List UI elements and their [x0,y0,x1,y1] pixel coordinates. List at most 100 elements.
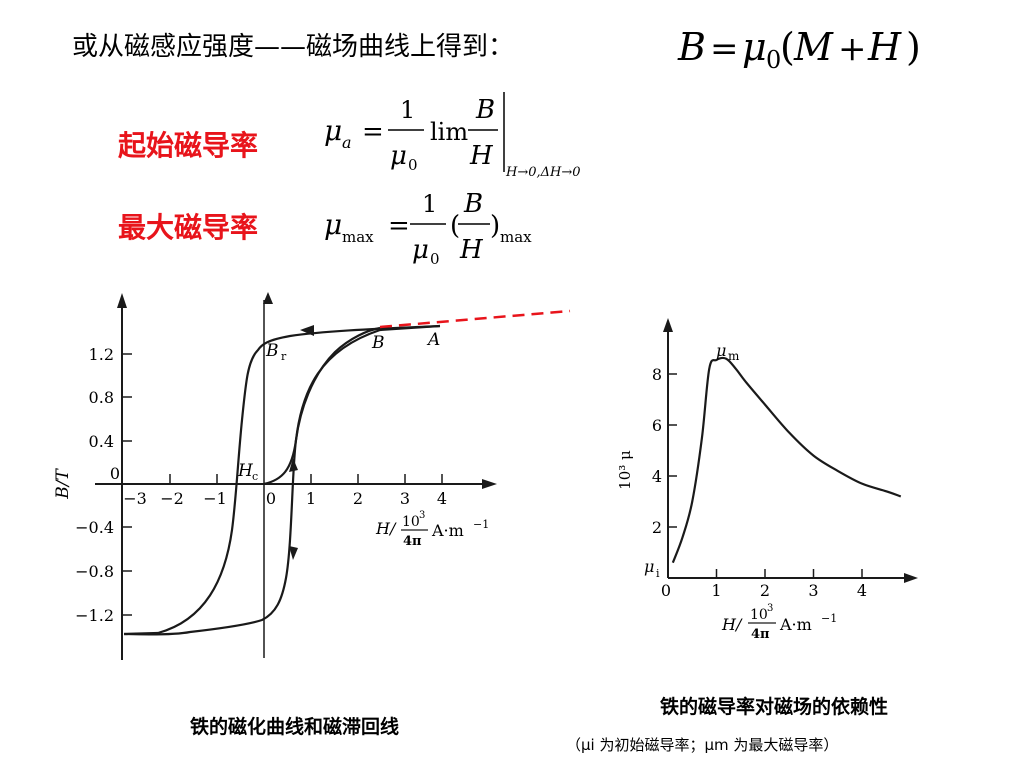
center-arrow [263,292,273,304]
perm-y-tick-label: 2 [652,518,662,537]
def1-lim: lim [430,118,468,146]
x-tick-label: 1 [306,489,316,508]
perm-y-label: 10³ μ [616,450,634,490]
def2-paren-close: ) [490,211,500,241]
x-tick-label: −3 [123,489,147,508]
def2-paren-sub: max [500,228,532,246]
permeability-caption: 铁的磁导率对磁场的依赖性 [660,696,889,718]
def2-num: 1 [422,190,437,218]
formula-paren-open: ( [780,25,795,69]
x-label-unit: A·m [431,521,464,540]
extrapolation-line [379,309,571,329]
descending-branch [123,324,441,636]
def2-den-mu: μ [412,235,429,265]
mu-i-label: μ [644,557,654,576]
ascending-branch [123,324,441,636]
def2-frac-den: H [459,235,484,265]
def1-equals: = [362,117,384,147]
perm-x-tick-label: 2 [760,581,770,600]
x-tick-label: 2 [353,489,363,508]
x-tick-label: 4 [437,489,447,508]
curve-arrow [289,546,298,560]
perm-x-tick-label: 3 [808,581,818,600]
formula-plus: + [838,29,867,69]
mu-m-sub: m [728,349,740,363]
formula-paren-close: ) [906,25,921,69]
def2-den-sub: 0 [430,250,440,266]
def1-den-mu: μ [390,141,407,171]
perm-x-tick-label: 1 [711,581,721,600]
perm-x-arrow [904,573,918,583]
y-axis-arrow [117,293,127,308]
label-hc-sub: c [252,470,258,483]
def2-mu: μ [324,208,342,241]
permeability-curve [671,356,902,564]
permeability-chart: 2 4 6 8 0 1 2 3 4 10³ μ μ m μ i H/ 10 3 4π A·m −… [616,318,918,640]
mu-m-label: μ [716,341,726,360]
initial-permeability-formula: μ a = 1 μ 0 lim B H H→0,ΔH→0 [324,92,581,180]
y-axis-label: B/T [53,468,73,500]
formula-equals: = [710,29,739,69]
formula-m: M [793,25,834,69]
perm-x-label-h: H/ [721,615,743,634]
def1-limit-cond: H→0,ΔH→0 [505,165,581,180]
x-label-num: 10 [402,514,420,530]
perm-x-label-den: 4π [751,627,770,640]
x-label-h: H/ [375,519,397,538]
def1-num: 1 [400,96,415,124]
perm-x-label-unit-exp: −1 [821,612,837,625]
y-tick-label: −0.8 [75,562,114,581]
x-label-unit-exp: −1 [473,518,489,531]
formula-b: B [677,25,706,69]
perm-x-tick-label: 0 [661,581,671,600]
hysteresis-caption: 铁的磁化曲线和磁滞回线 [190,716,400,738]
label-b: B [371,333,385,353]
def1-frac-num: B [475,95,495,125]
y-tick-label: −0.4 [75,518,114,537]
label-a: A [426,330,440,350]
perm-y-arrow [663,318,673,332]
permeability-note: （μi 为初始磁导率；μm 为最大磁导率） [566,736,839,754]
x-label-exp: 3 [419,510,425,521]
def1-den-sub: 0 [408,156,418,174]
formula-mu: μ [742,25,767,69]
perm-y-tick-label: 6 [652,416,662,435]
x-axis-arrow [482,479,497,489]
initial-permeability-label: 起始磁导率 [118,129,259,162]
mu-i-sub: i [656,567,660,580]
x-tick-label: 3 [400,489,410,508]
def1-mu-sub: a [342,133,352,152]
y-tick-label: 0.4 [89,432,114,451]
formula-mu-sub: 0 [766,46,781,74]
x-label-den: 4π [403,534,422,549]
def2-paren-open: ( [450,211,460,241]
curve-arrow [289,458,298,472]
initial-magnetization-curve [263,326,381,486]
perm-x-label-exp: 3 [767,603,773,614]
main-formula: B = μ 0 ( M + H ) [677,25,921,74]
max-permeability-label: 最大磁导率 [118,211,259,244]
def2-mu-sub: max [342,228,374,246]
intro-text: 或从磁感应强度——磁场曲线上得到： [72,32,515,62]
hysteresis-chart: 1.2 0.8 0.4 0 −0.4 −0.8 −1.2 −3 −2 −1 0 … [53,292,571,660]
y-tick-label: 0 [110,464,120,483]
y-tick-label: 0.8 [89,388,114,407]
def1-frac-den: H [469,141,494,171]
label-br: B [265,341,279,361]
x-tick-label: −2 [160,489,184,508]
label-br-sub: r [281,350,287,363]
formula-h: H [867,25,902,69]
def1-mu: μ [324,114,342,147]
perm-y-tick-label: 4 [652,467,662,486]
perm-y-tick-label: 8 [652,365,662,384]
def2-equals: = [388,211,410,241]
x-tick-label: −1 [203,489,227,508]
perm-x-label-num: 10 [750,607,768,623]
label-hc: H [237,461,254,481]
max-permeability-formula: μ max = 1 μ 0 ( B H ) max [324,189,532,266]
def2-frac-num: B [463,189,483,219]
perm-x-label-unit: A·m [779,615,812,634]
x-tick-label: 0 [266,489,276,508]
y-tick-label: −1.2 [75,606,114,625]
perm-x-tick-label: 4 [857,581,867,600]
